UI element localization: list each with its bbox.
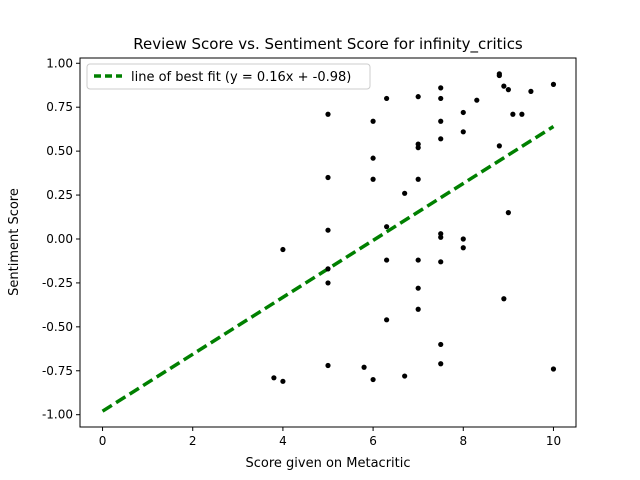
data-point bbox=[384, 95, 390, 102]
data-point bbox=[501, 83, 507, 89]
plot-frame bbox=[79, 57, 577, 428]
data-point bbox=[370, 155, 376, 161]
data-point bbox=[415, 285, 421, 291]
x-tick-label: 0 bbox=[99, 434, 107, 448]
data-point bbox=[438, 341, 444, 348]
data-point bbox=[550, 81, 557, 87]
y-tick-label: 0.25 bbox=[46, 188, 73, 202]
data-point bbox=[402, 373, 408, 379]
data-point bbox=[370, 376, 376, 383]
data-point bbox=[384, 257, 390, 263]
x-axis: 0 2 4 6 8 10 bbox=[99, 427, 561, 448]
data-point bbox=[550, 366, 557, 372]
data-point bbox=[460, 129, 466, 135]
x-tick-label: 8 bbox=[459, 434, 467, 448]
points-layer bbox=[271, 71, 557, 384]
data-point bbox=[370, 176, 376, 182]
data-point bbox=[280, 378, 286, 384]
data-point bbox=[460, 245, 466, 251]
data-point bbox=[415, 94, 421, 100]
data-point bbox=[438, 234, 444, 240]
data-point bbox=[474, 97, 480, 103]
data-point bbox=[325, 280, 331, 286]
data-point bbox=[438, 95, 444, 102]
data-point bbox=[460, 236, 466, 242]
data-point bbox=[384, 224, 390, 230]
x-tick-label: 10 bbox=[546, 434, 561, 448]
y-tick-label: 0.00 bbox=[46, 232, 73, 246]
data-point bbox=[325, 111, 331, 117]
data-point bbox=[415, 145, 421, 151]
data-point bbox=[384, 317, 390, 323]
data-point bbox=[271, 375, 277, 381]
legend-label: line of best fit (y = 0.16x + -0.98) bbox=[131, 70, 351, 85]
y-tick-label: -0.25 bbox=[42, 276, 73, 290]
x-tick-label: 2 bbox=[189, 434, 197, 448]
data-point bbox=[496, 143, 502, 149]
y-tick-label: -0.75 bbox=[42, 364, 73, 378]
data-point bbox=[370, 118, 376, 124]
data-point bbox=[402, 190, 408, 196]
x-tick-label: 4 bbox=[279, 434, 287, 448]
data-point bbox=[519, 111, 525, 117]
legend-box bbox=[86, 63, 371, 90]
data-point bbox=[325, 174, 331, 181]
x-tick-label: 6 bbox=[369, 434, 377, 448]
data-point bbox=[415, 306, 421, 312]
data-point bbox=[438, 259, 444, 265]
legend: line of best fit (y = 0.16x + -0.98) bbox=[86, 63, 371, 90]
data-point bbox=[438, 85, 444, 91]
data-point bbox=[438, 136, 444, 142]
data-point bbox=[505, 210, 511, 216]
data-point bbox=[325, 227, 331, 233]
y-axis-label: Sentiment Score bbox=[7, 188, 22, 296]
y-tick-label: -1.00 bbox=[42, 408, 73, 422]
y-tick-label: 0.50 bbox=[46, 144, 73, 158]
data-point bbox=[438, 361, 444, 367]
data-point bbox=[361, 364, 367, 370]
y-tick-label: 0.75 bbox=[46, 100, 73, 114]
y-tick-label: -0.50 bbox=[42, 320, 73, 334]
data-point bbox=[325, 266, 331, 272]
data-point bbox=[501, 296, 507, 302]
y-axis: -1.00 -0.75 -0.50 -0.25 0.00 0.25 0.50 0.75 1.00 bbox=[42, 56, 80, 422]
y-tick-label: 1.00 bbox=[46, 56, 73, 70]
data-point bbox=[438, 118, 444, 124]
data-point bbox=[510, 111, 516, 117]
x-axis-label: Score given on Metacritic bbox=[245, 456, 410, 471]
data-point bbox=[415, 176, 421, 182]
data-point bbox=[528, 88, 534, 94]
data-point bbox=[460, 109, 466, 116]
data-point bbox=[325, 362, 331, 369]
chart-title: Review Score vs. Sentiment Score for inf… bbox=[133, 35, 523, 54]
data-point bbox=[496, 71, 502, 77]
data-point bbox=[505, 87, 511, 93]
data-point bbox=[280, 246, 286, 253]
data-point bbox=[415, 257, 421, 263]
